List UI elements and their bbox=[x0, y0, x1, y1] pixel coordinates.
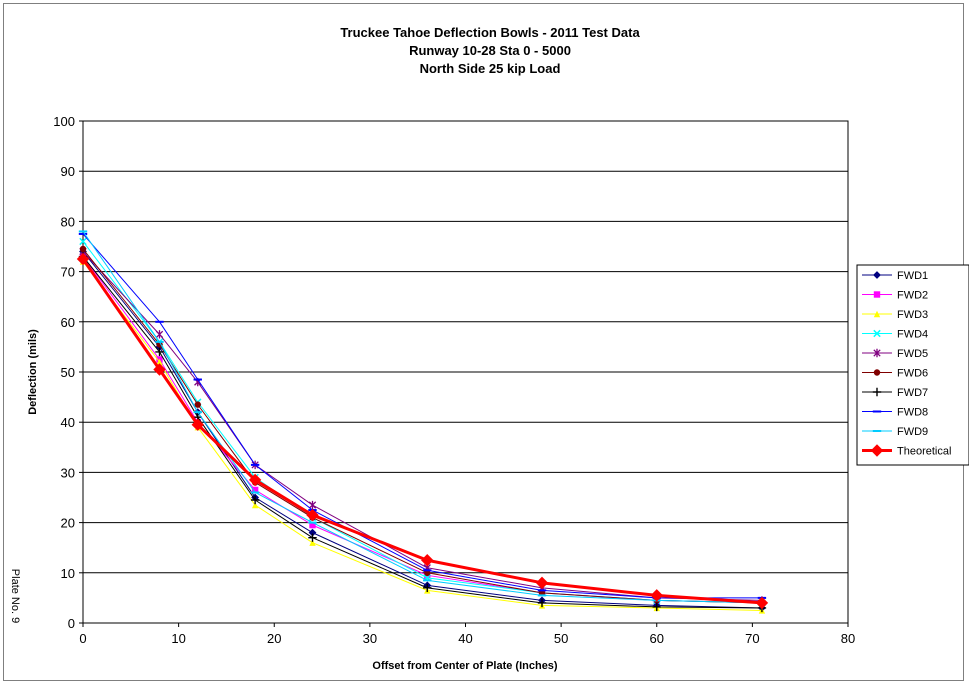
x-tick-label: 0 bbox=[79, 631, 86, 646]
legend-swatch-marker bbox=[873, 348, 881, 358]
series-line-fwd9 bbox=[82, 231, 762, 604]
legend-label-fwd9: FWD9 bbox=[897, 426, 928, 438]
series-fwd9 bbox=[78, 230, 767, 604]
data-point-fwd7 bbox=[155, 347, 164, 357]
series-fwd1 bbox=[79, 247, 766, 612]
y-tick-label: 60 bbox=[61, 315, 75, 330]
data-point-theoretical bbox=[421, 554, 434, 567]
series-theoretical bbox=[76, 252, 769, 610]
series-fwd8 bbox=[78, 232, 767, 599]
data-point-fwd7 bbox=[652, 602, 661, 612]
data-point-fwd2 bbox=[309, 521, 316, 529]
data-point-theoretical bbox=[248, 473, 262, 487]
legend: FWD1 FWD2 FWD3 FWD4 FWD5 FWD6 FWD7 FWD8 FWD9 Theo… bbox=[856, 264, 969, 466]
x-tick-label: 40 bbox=[458, 631, 472, 646]
chart-title-line-3: North Side 25 kip Load bbox=[420, 61, 561, 76]
data-point-fwd7 bbox=[308, 533, 317, 542]
data-point-theoretical bbox=[153, 363, 166, 376]
series-line-fwd8 bbox=[82, 233, 762, 599]
series-line-theoretical bbox=[81, 258, 763, 605]
chart-title-line-2: Runway 10-28 Sta 0 - 5000 bbox=[409, 43, 571, 58]
legend-swatch-marker bbox=[873, 310, 881, 318]
data-point-fwd4 bbox=[79, 237, 87, 246]
legend-label-fwd2: FWD2 bbox=[897, 290, 928, 302]
y-tick-label: 30 bbox=[61, 465, 75, 480]
data-point-fwd7 bbox=[423, 583, 432, 593]
series-layer bbox=[76, 230, 769, 614]
x-tick-label: 30 bbox=[363, 631, 377, 646]
y-axis: 0 10 20 30 40 50 60 70 80 90 100 bbox=[53, 114, 83, 631]
data-point-theoretical bbox=[535, 576, 549, 590]
data-point-fwd3 bbox=[309, 539, 316, 546]
y-tick-label: 80 bbox=[61, 214, 75, 229]
plate-number-note: Plate No. 9 bbox=[9, 569, 21, 623]
legend-swatch-marker bbox=[872, 387, 882, 397]
series-line-fwd5 bbox=[82, 251, 762, 601]
y-tick-label: 10 bbox=[61, 566, 75, 581]
legend-swatch-marker bbox=[873, 329, 881, 338]
x-tick-label: 70 bbox=[745, 631, 759, 646]
series-fwd2 bbox=[79, 253, 766, 607]
legend-swatch-marker bbox=[873, 291, 881, 298]
y-tick-label: 0 bbox=[68, 616, 75, 631]
legend-label-fwd7: FWD7 bbox=[897, 387, 928, 399]
legend-label-theoretical: Theoretical bbox=[897, 446, 951, 458]
y-axis-label: Deflection (mils) bbox=[27, 329, 39, 415]
legend-label-fwd8: FWD8 bbox=[897, 407, 928, 419]
legend-label-fwd5: FWD5 bbox=[897, 348, 928, 360]
series-line-fwd1 bbox=[82, 251, 762, 609]
series-fwd7 bbox=[78, 252, 767, 613]
gridlines bbox=[83, 170, 848, 574]
data-point-fwd3 bbox=[251, 501, 259, 509]
series-line-fwd2 bbox=[82, 256, 762, 604]
x-axis-label: Offset from Center of Plate (Inches) bbox=[372, 660, 558, 672]
x-tick-label: 10 bbox=[171, 631, 185, 646]
y-tick-label: 70 bbox=[61, 265, 75, 280]
y-tick-label: 40 bbox=[61, 415, 75, 430]
series-line-fwd6 bbox=[82, 248, 762, 604]
legend-label-fwd6: FWD6 bbox=[897, 368, 928, 380]
x-tick-label: 80 bbox=[841, 631, 855, 646]
legend-label-fwd4: FWD4 bbox=[897, 329, 928, 341]
y-tick-label: 90 bbox=[61, 164, 75, 179]
x-tick-label: 20 bbox=[267, 631, 281, 646]
data-point-fwd5 bbox=[308, 500, 317, 510]
y-tick-label: 100 bbox=[53, 114, 75, 129]
y-tick-label: 50 bbox=[61, 365, 75, 380]
data-point-theoretical bbox=[191, 418, 204, 431]
data-point-fwd6 bbox=[79, 245, 87, 253]
series-line-fwd7 bbox=[82, 256, 762, 609]
data-point-fwd7 bbox=[537, 598, 547, 608]
y-tick-label: 20 bbox=[61, 516, 75, 531]
data-point-theoretical bbox=[306, 508, 319, 522]
data-point-theoretical bbox=[76, 252, 90, 266]
chart-title-line-1: Truckee Tahoe Deflection Bowls - 2011 Te… bbox=[340, 25, 640, 40]
legend-label-fwd3: FWD3 bbox=[897, 309, 928, 321]
data-point-fwd2 bbox=[251, 486, 259, 494]
series-fwd5 bbox=[79, 247, 766, 605]
legend-swatch-marker bbox=[870, 444, 884, 457]
series-fwd6 bbox=[79, 245, 766, 607]
legend-label-fwd1: FWD1 bbox=[897, 270, 928, 282]
data-point-theoretical bbox=[650, 589, 663, 602]
x-tick-label: 60 bbox=[650, 631, 664, 646]
data-point-fwd5 bbox=[155, 330, 164, 339]
data-point-fwd3 bbox=[156, 358, 163, 366]
legend-swatch-marker bbox=[873, 369, 881, 376]
x-tick-label: 50 bbox=[554, 631, 568, 646]
x-axis: 0 10 20 30 40 50 60 70 80 bbox=[79, 623, 855, 646]
data-point-fwd6 bbox=[194, 401, 201, 408]
data-point-fwd7 bbox=[250, 495, 260, 505]
data-point-theoretical bbox=[755, 596, 769, 610]
legend-swatch-marker bbox=[873, 271, 881, 279]
